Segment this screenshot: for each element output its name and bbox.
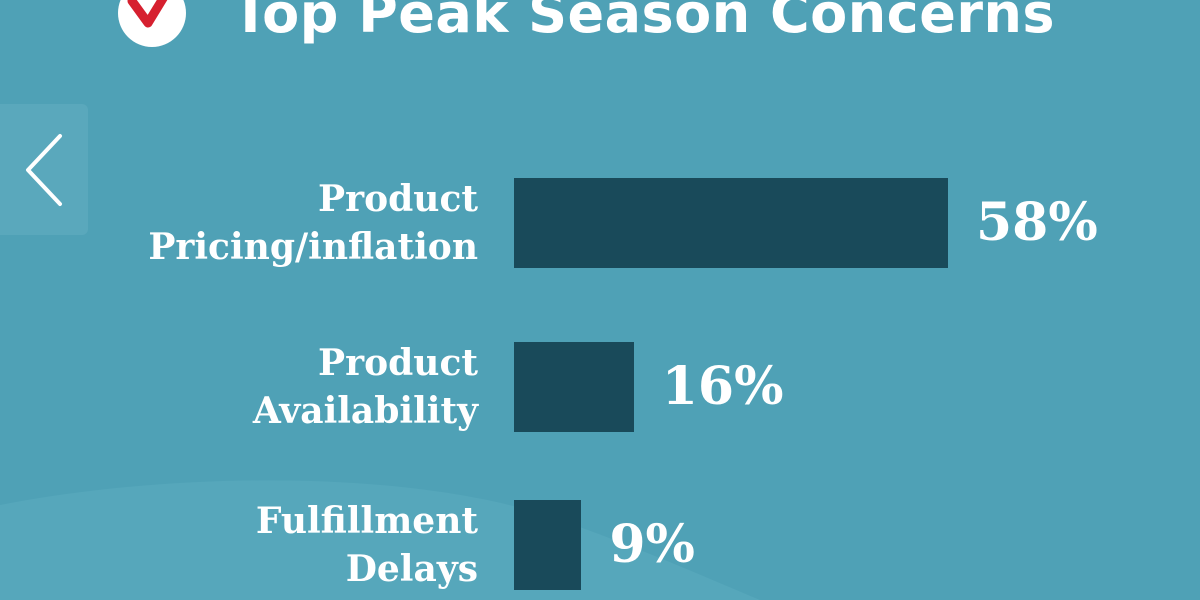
value-label: 9% bbox=[609, 514, 695, 575]
bar bbox=[514, 342, 634, 432]
header: Top Peak Season Concerns bbox=[118, 0, 1055, 48]
bar bbox=[514, 500, 582, 590]
category-label: Product Pricing/inflation bbox=[58, 175, 478, 271]
value-label: 58% bbox=[976, 192, 1098, 253]
category-label-line: Availability bbox=[252, 390, 478, 432]
bar bbox=[514, 178, 948, 268]
previous-button[interactable] bbox=[0, 104, 88, 235]
chevron-left-icon bbox=[26, 133, 62, 206]
page-title: Top Peak Season Concerns bbox=[232, 0, 1056, 45]
category-label: Product Availability bbox=[58, 339, 478, 435]
category-label-line: Pricing/inflation bbox=[148, 226, 478, 268]
category-label-line: Product bbox=[318, 178, 478, 220]
category-label-line: Fulfillment bbox=[255, 500, 478, 542]
value-label: 16% bbox=[661, 356, 784, 417]
checkmark-logo-icon bbox=[118, 0, 186, 47]
category-label-line: Delays bbox=[345, 548, 478, 590]
category-label-line: Product bbox=[318, 342, 478, 384]
category-label: Fulfillment Delays bbox=[58, 497, 478, 593]
